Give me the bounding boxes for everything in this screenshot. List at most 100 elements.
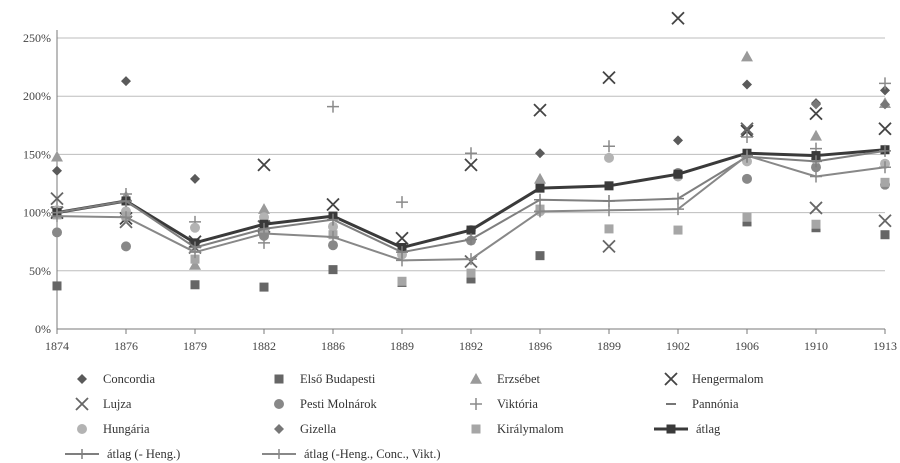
point-hengermalom: [602, 70, 616, 85]
legend-swatch-marker: [664, 372, 678, 386]
point-tlag-heng-conc-vikt: [534, 205, 546, 218]
point-concordia: [673, 135, 683, 146]
point-hengermalom: [671, 11, 685, 25]
point-lujza: [740, 122, 754, 136]
point-tlag-heng-conc-vikt: [258, 227, 270, 240]
legend-label: Hengermalom: [692, 372, 764, 386]
y-tick-label: 0%: [35, 322, 51, 336]
point-els-budapesti: [190, 280, 200, 290]
point-concordia: [880, 85, 890, 96]
point-tlag-heng-conc-vikt: [741, 149, 753, 162]
legend-label: Concordia: [103, 372, 156, 386]
legend-item-tlag-heng: átlag (- Heng.): [65, 447, 180, 461]
point-tlag: [604, 181, 614, 191]
legend-swatch-marker: [274, 399, 284, 409]
legend-label: Gizella: [300, 422, 337, 436]
legend-item-vikt-ria: Viktória: [470, 397, 538, 411]
point-hengermalom: [464, 158, 478, 172]
series-layer: [50, 11, 892, 292]
point-pesti-moln-rok: [742, 173, 752, 184]
point-vikt-ria: [465, 147, 477, 160]
point-erzs-bet: [810, 129, 822, 141]
point-tlag-heng: [120, 194, 132, 207]
legend-label: Erzsébet: [497, 372, 541, 386]
legend-item-pesti-moln-rok: Pesti Molnárok: [274, 397, 377, 411]
point-gizella: [880, 99, 890, 110]
x-tick-label: 1879: [183, 339, 207, 353]
x-tick-label: 1896: [528, 339, 552, 353]
point-els-budapesti: [259, 282, 269, 292]
legend-swatch-marker: [274, 374, 284, 384]
point-kir-lymalom: [466, 268, 476, 278]
legend-label: átlag (- Heng.): [107, 447, 180, 461]
point-tlag-heng: [465, 233, 477, 246]
legend-label: Királymalom: [497, 422, 564, 436]
y-tick-label: 50%: [29, 264, 51, 278]
legend-label: Viktória: [497, 397, 538, 411]
y-tick-label: 150%: [23, 147, 51, 161]
point-lujza: [809, 201, 823, 215]
legend-label: Első Budapesti: [300, 372, 376, 386]
legend-label: Lujza: [103, 397, 132, 411]
point-tlag-heng-conc-vikt: [120, 211, 132, 224]
point-vikt-ria: [327, 100, 339, 113]
legend-swatch-marker: [274, 424, 284, 434]
legend-label: átlag: [696, 422, 721, 436]
point-kir-lymalom: [880, 177, 890, 187]
x-tick-label: 1886: [321, 339, 345, 353]
point-tlag-heng-conc-vikt: [810, 170, 822, 183]
point-concordia: [742, 79, 752, 90]
point-hengermalom: [533, 103, 547, 117]
point-tlag-heng-conc-vikt: [327, 231, 339, 244]
point-kir-lymalom: [742, 212, 752, 222]
legend-swatch-marker: [77, 374, 87, 384]
point-kir-lymalom: [673, 225, 683, 235]
legend-swatch-marker: [274, 449, 284, 459]
legend-swatch-marker: [77, 449, 87, 459]
x-tick-label: 1889: [390, 339, 414, 353]
legend-item-tlag: átlag: [654, 422, 721, 436]
point-tlag-heng-conc-vikt: [51, 210, 63, 223]
point-erzs-bet: [189, 258, 201, 270]
point-hung-ria: [190, 222, 200, 233]
y-tick-label: 250%: [23, 31, 51, 45]
point-tlag-heng: [534, 193, 546, 206]
legend-swatch-marker: [77, 424, 87, 434]
point-hengermalom: [326, 197, 340, 212]
point-hengermalom: [878, 122, 892, 136]
axes: 0% 50% 100% 150% 200% 250% 1874 1876 1879 1882 188…: [23, 30, 897, 353]
x-tick-label: 1913: [873, 339, 897, 353]
point-vikt-ria: [879, 77, 891, 90]
legend-item-hengermalom: Hengermalom: [664, 372, 764, 386]
point-tlag-heng-conc-vikt: [672, 203, 684, 216]
point-kir-lymalom: [604, 224, 614, 234]
point-kir-lymalom: [397, 276, 407, 286]
point-hengermalom: [395, 231, 409, 245]
point-tlag: [466, 225, 476, 235]
legend-swatch-marker: [666, 424, 676, 434]
point-gizella: [811, 99, 821, 110]
point-tlag-heng-conc-vikt: [396, 254, 408, 267]
x-tick-label: 1906: [735, 339, 759, 353]
legend-item-tlag-heng-conc-vikt: átlag (-Heng., Conc., Vikt.): [262, 447, 441, 461]
point-vikt-ria: [396, 196, 408, 209]
legend: Concordia Első Budapesti Erzsébet Hengermal…: [65, 372, 764, 461]
legend-label: Pannónia: [692, 397, 739, 411]
x-tick-label: 1876: [114, 339, 138, 353]
legend-item-hung-ria: Hungária: [77, 422, 150, 436]
legend-label: Pesti Molnárok: [300, 397, 377, 411]
point-tlag-heng: [810, 155, 822, 168]
legend-item-els-budapesti: Első Budapesti: [274, 372, 376, 386]
point-erzs-bet: [51, 150, 63, 162]
point-erzs-bet: [534, 172, 546, 184]
point-vikt-ria: [603, 140, 615, 153]
x-tick-label: 1899: [597, 339, 621, 353]
point-hung-ria: [328, 221, 338, 232]
y-tick-label: 200%: [23, 89, 51, 103]
y-tick-label: 100%: [23, 206, 51, 220]
legend-item-gizella: Gizella: [274, 422, 337, 436]
point-lujza: [878, 214, 892, 228]
point-concordia: [121, 76, 131, 87]
point-tlag-heng-conc-vikt: [879, 161, 891, 174]
